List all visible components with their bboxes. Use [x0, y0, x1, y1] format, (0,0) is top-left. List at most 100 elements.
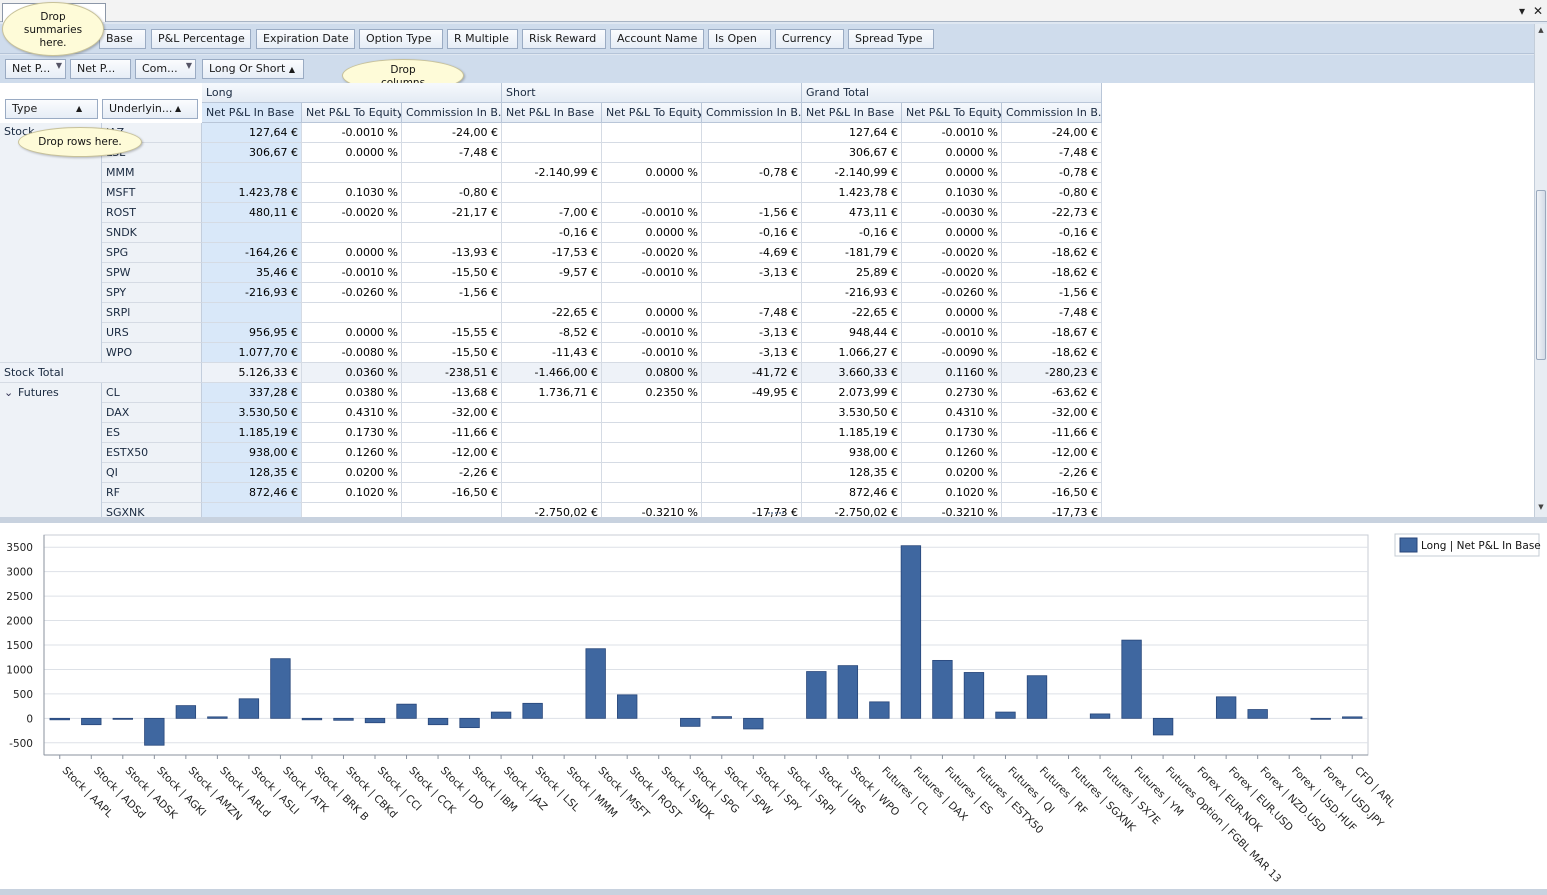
data-cell[interactable]: 1.066,27 € — [802, 343, 902, 363]
data-cell[interactable]: 128,35 € — [802, 463, 902, 483]
data-cell[interactable]: 0.0200 % — [902, 463, 1002, 483]
data-cell[interactable]: -15,50 € — [402, 343, 502, 363]
data-cell[interactable] — [402, 503, 502, 517]
data-cell[interactable]: -2.140,99 € — [502, 163, 602, 183]
data-cell[interactable]: 0.0200 % — [302, 463, 402, 483]
data-cell[interactable]: -15,50 € — [402, 263, 502, 283]
data-cell[interactable]: 0.0000 % — [302, 243, 402, 263]
measure-header-short-equity[interactable]: Net P&L To Equity — [602, 103, 702, 123]
bar[interactable] — [112, 717, 133, 720]
bar[interactable] — [1152, 717, 1174, 736]
row-field-underlying[interactable]: Underlyin... ▲ — [102, 99, 198, 119]
bar[interactable] — [175, 705, 197, 719]
data-cell[interactable] — [602, 183, 702, 203]
bar[interactable] — [900, 545, 922, 719]
data-cell[interactable] — [402, 303, 502, 323]
data-cell[interactable]: 0.0000 % — [302, 323, 402, 343]
data-cell[interactable] — [502, 183, 602, 203]
bar[interactable] — [396, 703, 417, 719]
measure-header-total-equity[interactable]: Net P&L To Equity — [902, 103, 1002, 123]
data-cell[interactable] — [302, 303, 402, 323]
data-cell[interactable]: 0.0800 % — [602, 363, 702, 383]
data-cell[interactable]: -0.0090 % — [902, 343, 1002, 363]
data-field-net-pl-base[interactable]: Net P... ▼ — [5, 59, 66, 79]
bar[interactable] — [301, 717, 323, 721]
data-cell[interactable]: -238,51 € — [402, 363, 502, 383]
data-cell[interactable]: 948,44 € — [802, 323, 902, 343]
data-field-net-pl-equity[interactable]: Net P... — [70, 59, 131, 79]
data-cell[interactable]: -181,79 € — [802, 243, 902, 263]
bar[interactable] — [837, 665, 859, 719]
data-cell[interactable]: -7,48 € — [1002, 143, 1102, 163]
data-cell[interactable]: 337,28 € — [202, 383, 302, 403]
bar[interactable] — [806, 671, 827, 719]
data-cell[interactable]: -22,65 € — [502, 303, 602, 323]
data-cell[interactable]: -0.0010 % — [302, 263, 402, 283]
data-cell[interactable] — [702, 403, 802, 423]
row-header-rost[interactable]: ROST — [102, 203, 202, 223]
row-header-spy[interactable]: SPY — [102, 283, 202, 303]
data-cell[interactable]: -0,16 € — [502, 223, 602, 243]
data-cell[interactable]: 127,64 € — [202, 123, 302, 143]
data-cell[interactable] — [702, 443, 802, 463]
data-cell[interactable]: -15,55 € — [402, 323, 502, 343]
filter-icon[interactable]: ▼ — [185, 61, 192, 70]
data-cell[interactable]: -22,73 € — [1002, 203, 1102, 223]
data-cell[interactable]: -0,80 € — [1002, 183, 1102, 203]
measure-header-long-net-pl[interactable]: Net P&L In Base — [202, 103, 302, 123]
bar[interactable] — [1215, 696, 1237, 719]
data-cell[interactable]: 0.0000 % — [602, 163, 702, 183]
data-cell[interactable]: -0.3210 % — [602, 503, 702, 517]
data-cell[interactable]: -0,16 € — [802, 223, 902, 243]
data-field-commission[interactable]: Com... ▼ — [135, 59, 196, 79]
data-cell[interactable]: 0.1020 % — [902, 483, 1002, 503]
data-cell[interactable]: 480,11 € — [202, 203, 302, 223]
column-group-grand-total[interactable]: Grand Total — [802, 83, 1102, 103]
data-cell[interactable]: -3,13 € — [702, 343, 802, 363]
column-group-short[interactable]: Short — [502, 83, 802, 103]
row-header-es[interactable]: ES — [102, 423, 202, 443]
filter-field-option-type[interactable]: Option Type — [359, 29, 443, 49]
bar[interactable] — [1089, 713, 1111, 719]
data-cell[interactable]: -0.0010 % — [902, 323, 1002, 343]
data-cell[interactable]: -0.0020 % — [302, 203, 402, 223]
data-cell[interactable]: -0,78 € — [702, 163, 802, 183]
data-cell[interactable] — [302, 163, 402, 183]
data-cell[interactable]: -0,78 € — [1002, 163, 1102, 183]
data-cell[interactable]: -49,95 € — [702, 383, 802, 403]
data-cell[interactable] — [702, 143, 802, 163]
data-cell[interactable]: 0.0000 % — [902, 143, 1002, 163]
data-cell[interactable]: -164,26 € — [202, 243, 302, 263]
data-cell[interactable]: 0.0000 % — [602, 303, 702, 323]
data-cell[interactable]: -13,68 € — [402, 383, 502, 403]
data-cell[interactable]: -7,00 € — [502, 203, 602, 223]
row-header-srpl[interactable]: SRPl — [102, 303, 202, 323]
data-cell[interactable]: -3,13 € — [702, 323, 802, 343]
data-cell[interactable]: -0,16 € — [1002, 223, 1102, 243]
data-cell[interactable]: -7,48 € — [1002, 303, 1102, 323]
bar[interactable] — [932, 659, 953, 719]
data-cell[interactable]: -63,62 € — [1002, 383, 1102, 403]
data-cell[interactable]: -0.0020 % — [902, 243, 1002, 263]
scroll-down-arrow-icon[interactable]: ▼ — [1538, 503, 1544, 511]
data-cell[interactable]: 35,46 € — [202, 263, 302, 283]
data-cell[interactable] — [302, 223, 402, 243]
filter-field-currency[interactable]: Currency — [775, 29, 844, 49]
data-cell[interactable] — [202, 163, 302, 183]
data-cell[interactable] — [502, 123, 602, 143]
data-cell[interactable] — [302, 503, 402, 517]
data-cell[interactable]: 1.423,78 € — [802, 183, 902, 203]
data-cell[interactable] — [702, 463, 802, 483]
data-cell[interactable] — [402, 223, 502, 243]
data-cell[interactable]: 3.530,50 € — [802, 403, 902, 423]
data-cell[interactable]: 0.0000 % — [302, 143, 402, 163]
measure-header-short-net-pl[interactable]: Net P&L In Base — [502, 103, 602, 123]
filter-field-expiration-date[interactable]: Expiration Date — [256, 29, 355, 49]
data-cell[interactable]: -18,62 € — [1002, 263, 1102, 283]
filter-field-risk-reward[interactable]: Risk Reward — [522, 29, 606, 49]
data-cell[interactable]: 25,89 € — [802, 263, 902, 283]
data-cell[interactable]: -216,93 € — [802, 283, 902, 303]
data-cell[interactable]: -0.0020 % — [602, 243, 702, 263]
data-cell[interactable]: -17,73 € — [702, 503, 802, 517]
row-header-spw[interactable]: SPW — [102, 263, 202, 283]
